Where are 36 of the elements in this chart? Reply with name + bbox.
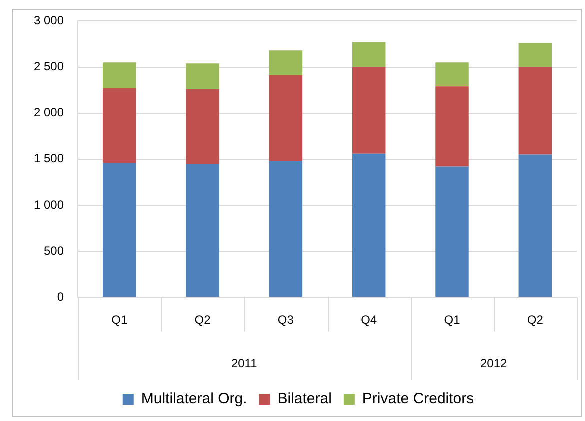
x-tick-label: Q4 [361,313,378,328]
bar [352,67,386,154]
y-tick-label: 1 000 [34,198,64,212]
legend-label: Multilateral Org. [141,390,248,408]
bar [436,86,469,167]
bar [518,43,552,68]
bar [186,89,220,164]
bar [518,154,552,298]
x-tick-label: Q1 [444,313,461,328]
bar [269,76,303,162]
legend-label: Bilateral [278,390,332,408]
y-tick-label: 3 000 [34,14,64,28]
bar [102,88,136,164]
text: 2011 [231,356,258,370]
bar [269,161,303,298]
x-tick-label: Q2 [194,313,212,328]
bar [186,64,220,90]
bar [518,67,552,155]
y-tick-label: 2 500 [34,60,64,74]
bar [102,62,136,88]
y-tick-label: 0 [57,290,64,304]
x-tick-label: Q1 [112,313,128,328]
bar [352,42,386,68]
bar [269,50,303,76]
bar [436,166,469,298]
bar [436,62,469,87]
x-tick-label: Q3 [278,313,294,328]
bar [352,154,386,298]
bar [186,164,220,298]
y-tick-label: 500 [44,244,64,258]
y-tick-label: 2 000 [34,106,64,120]
text: 2012 [480,356,508,370]
legend-label: Private Creditors [362,390,474,408]
x-tick-label: Q2 [527,313,544,328]
y-tick-label: 1 500 [34,152,64,166]
bar [102,163,136,298]
